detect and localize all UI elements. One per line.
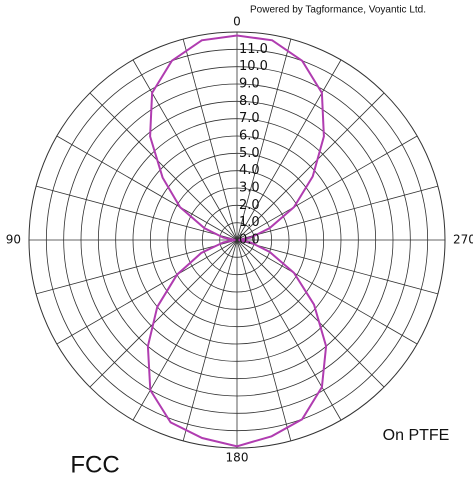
ring	[115, 118, 359, 362]
r-tick-label: 3.0	[239, 181, 260, 196]
theta-tick-label: 0	[233, 15, 241, 29]
theta-tick-label: 180	[226, 451, 249, 465]
outer-ring	[28, 31, 446, 449]
r-tick-label: 5.0	[239, 146, 260, 161]
pattern-line	[146, 34, 328, 448]
ring	[219, 222, 255, 258]
ring	[149, 152, 325, 328]
ring	[45, 48, 429, 432]
annotation: On PTFE	[383, 427, 450, 444]
ring	[184, 187, 290, 293]
theta-tick-label: 90	[6, 233, 21, 247]
r-tick-label: 0.0	[239, 233, 260, 248]
r-tick-label: 2.0	[239, 198, 260, 213]
r-tick-label: 11.0	[239, 42, 268, 57]
r-tick-label: 10.0	[239, 59, 268, 74]
r-tick-label: 7.0	[239, 111, 260, 126]
r-tick-label: 6.0	[239, 129, 260, 144]
r-tick-label: 1.0	[239, 215, 260, 230]
ring	[97, 100, 377, 380]
ring	[80, 83, 394, 397]
theta-tick-label: 270	[453, 233, 473, 247]
credit: Powered by Tagformance, Voyantic Ltd.	[250, 5, 426, 16]
ring	[132, 135, 342, 345]
r-tick-label: 8.0	[239, 94, 260, 109]
ring	[167, 170, 307, 310]
ring	[63, 66, 411, 414]
r-tick-label: 9.0	[239, 77, 260, 92]
label: FCC	[70, 451, 119, 478]
ring	[201, 204, 273, 276]
r-tick-label: 4.0	[239, 163, 260, 178]
